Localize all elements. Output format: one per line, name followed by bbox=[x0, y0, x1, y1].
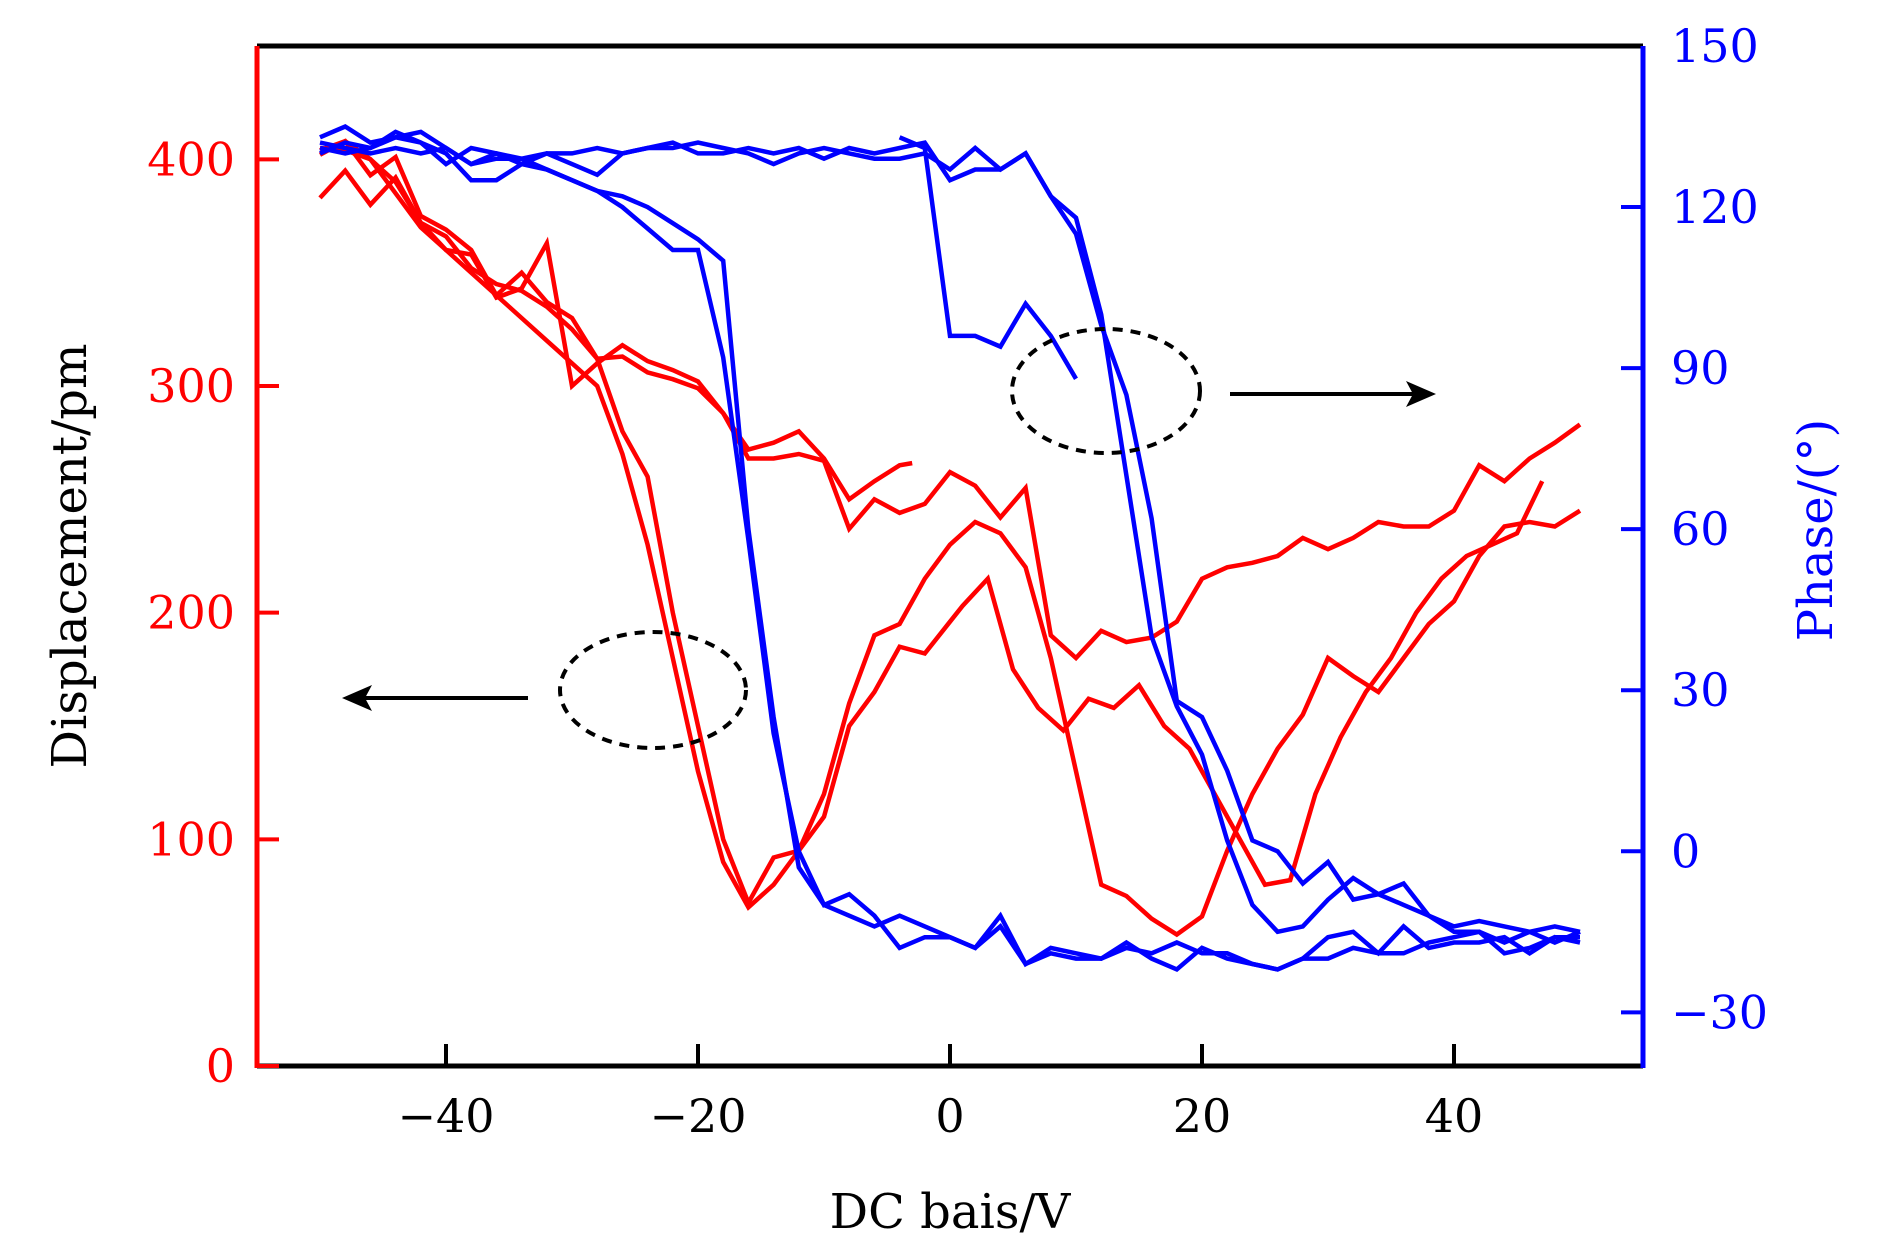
right-y-tick-label: 120 bbox=[1671, 180, 1759, 234]
left-y-tick-label: 300 bbox=[147, 359, 235, 413]
right-y-tick-label: 60 bbox=[1671, 502, 1730, 556]
right-y-tick-label: 30 bbox=[1671, 663, 1730, 717]
right-y-tick-label: 150 bbox=[1671, 19, 1759, 73]
right-arrow-icon bbox=[1406, 381, 1436, 407]
left-y-tick-label: 200 bbox=[147, 586, 235, 640]
right-y-axis-title: Phase/(°) bbox=[1788, 419, 1844, 642]
x-tick-label: 20 bbox=[1173, 1089, 1232, 1143]
x-tick-label: −40 bbox=[397, 1089, 494, 1143]
displacement-annotation-ellipse bbox=[558, 630, 748, 750]
left-y-tick-label: 100 bbox=[147, 812, 235, 866]
left-arrow-icon bbox=[342, 685, 372, 711]
x-tick-label: 40 bbox=[1425, 1089, 1484, 1143]
displacement-series-2 bbox=[319, 145, 1582, 938]
phase-series-8 bbox=[898, 135, 1078, 380]
phase-annotation-ellipse bbox=[1010, 327, 1202, 455]
x-tick-label: 0 bbox=[935, 1089, 964, 1143]
right-y-tick-label: −30 bbox=[1671, 985, 1768, 1039]
right-y-tick-label: 90 bbox=[1671, 341, 1730, 395]
left-y-axis-title: Displacement/pm bbox=[42, 344, 98, 769]
x-axis-title: DC bais/V bbox=[830, 1184, 1072, 1240]
phase-series-7 bbox=[319, 129, 1581, 945]
right-y-ticks: −30 0 30 60 90 120 150 bbox=[1621, 19, 1768, 1039]
left-y-ticks: 0 100 200 300 400 bbox=[147, 132, 279, 1093]
left-y-tick-label: 400 bbox=[147, 132, 235, 186]
phase-series-5 bbox=[319, 134, 1580, 973]
right-y-tick-label: 0 bbox=[1671, 824, 1700, 878]
displacement-series-3 bbox=[318, 138, 1545, 909]
x-tick-label: −20 bbox=[649, 1089, 746, 1143]
left-y-tick-label: 0 bbox=[206, 1039, 235, 1093]
displacement-series-1 bbox=[318, 167, 1582, 662]
phase-series-6 bbox=[319, 140, 1581, 935]
x-ticks: −40 −20 0 20 40 bbox=[397, 1044, 1483, 1143]
plot-lines bbox=[318, 123, 1582, 973]
